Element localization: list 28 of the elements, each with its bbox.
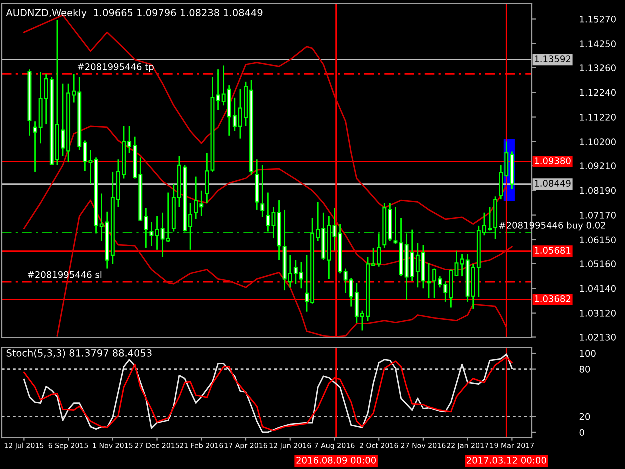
chart-title: AUDNZD,Weekly 1.09665 1.09796 1.08238 1.08449 [6,9,263,18]
y-tick-label: 0 [580,429,584,436]
y-tick-label: 1.09210 [580,162,616,170]
y-tick-label: 1.06150 [580,236,616,244]
y-tick-label: 1.10200 [580,138,616,146]
ref-line-label: 1.05681 [535,247,571,254]
ref-line-label: #2081995446 tp [78,64,154,72]
y-tick-label: 1.14250 [580,40,616,48]
ref-line-label: 2017.03.12 00:00 [467,457,546,464]
y-tick-label: 1.11220 [580,114,616,121]
y-tick-label: 1.02130 [580,334,616,341]
y-tick-label: 100 [580,350,596,358]
y-tick-label: 20 [580,413,590,420]
y-tick-label: 1.13260 [580,64,616,72]
ref-line-label: 1.03682 [535,296,571,302]
ref-line-label: 1.09380 [535,158,571,164]
ref-line-label: 1.13592 [535,56,571,62]
ref-line-label: 2016.08.09 00:00 [296,457,376,464]
y-tick-label: 80 [580,366,590,373]
y-tick-label: 1.05160 [580,260,616,268]
y-tick-label: 1.04140 [580,285,616,292]
y-tick-label: 1.08190 [580,187,616,194]
y-tick-label: 1.03120 [580,310,616,317]
y-tick-label: 1.07170 [580,212,616,219]
y-tick-label: 1.12240 [580,89,616,96]
ref-line-label: 1.08449 [535,180,571,187]
y-tick-label: 1.15270 [580,16,616,23]
chart-title: Stoch(5,3,3) 81.3797 88.4053 [6,349,152,358]
